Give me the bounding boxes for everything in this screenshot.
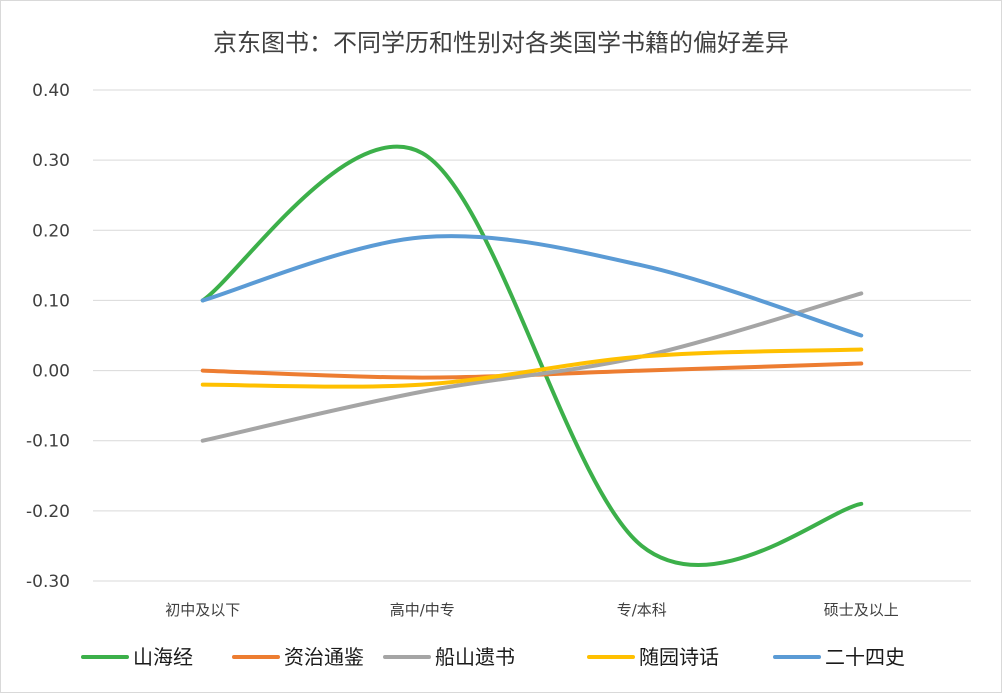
series-line-5 xyxy=(200,234,864,338)
series-lines xyxy=(200,144,864,568)
y-tick-label: 0.40 xyxy=(32,81,70,101)
y-tick-label: -0.20 xyxy=(26,502,70,522)
legend-label: 二十四史 xyxy=(825,645,905,669)
legend: 山海经 资治通鉴 船山遗书 随园诗话 二十四史 xyxy=(81,645,905,669)
y-tick-label: 0.30 xyxy=(32,151,70,171)
x-category-label: 初中及以下 xyxy=(165,601,240,619)
y-tick-label: -0.10 xyxy=(26,432,70,452)
x-category-label: 高中/中专 xyxy=(390,601,455,619)
series-line-3 xyxy=(200,291,864,443)
chart-title: 京东图书：不同学历和性别对各类国学书籍的偏好差异 xyxy=(213,29,789,57)
y-tick-label: 0.10 xyxy=(32,291,70,311)
y-tick-label: 0.00 xyxy=(32,362,70,382)
gridlines xyxy=(93,89,971,582)
x-axis-categories: 初中及以下 高中/中专 专/本科 硕士及以上 xyxy=(165,601,899,619)
x-category-label: 专/本科 xyxy=(617,601,667,619)
y-axis-ticks: 0.40 0.30 0.20 0.10 0.00 -0.10 -0.20 -0.30 xyxy=(26,81,70,592)
legend-label: 随园诗话 xyxy=(639,645,719,669)
x-category-label: 硕士及以上 xyxy=(824,601,899,619)
legend-label: 船山遗书 xyxy=(435,645,515,669)
legend-label: 山海经 xyxy=(133,645,193,669)
series-line-1 xyxy=(200,144,864,568)
y-tick-label: -0.30 xyxy=(26,572,70,592)
series-line-4 xyxy=(200,347,864,389)
legend-label: 资治通鉴 xyxy=(284,645,364,669)
y-tick-label: 0.20 xyxy=(32,221,70,241)
